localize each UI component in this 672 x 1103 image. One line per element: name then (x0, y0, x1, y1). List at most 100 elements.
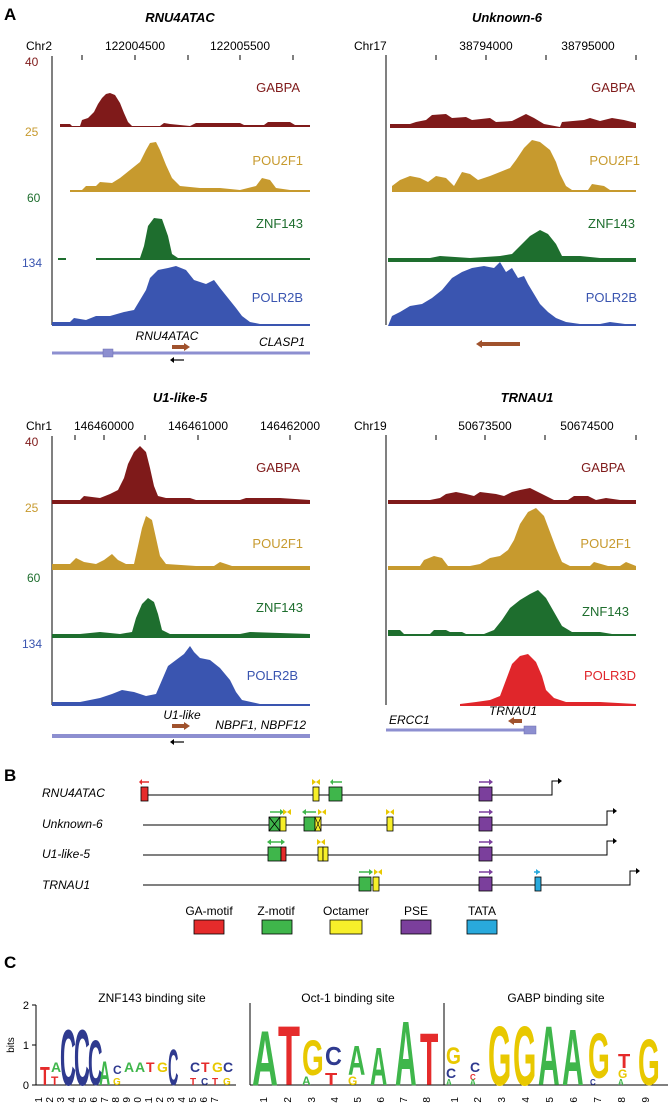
pou2f1-signal-track (392, 140, 636, 192)
svg-text:G: G (446, 1042, 461, 1070)
svg-text:C: C (201, 1077, 208, 1088)
track-label: POLR3D (584, 668, 636, 683)
position-label: 11 (144, 1097, 155, 1103)
svg-text:T: T (618, 1051, 630, 1073)
pou2f1-signal-track (388, 508, 636, 570)
pse-box (478, 876, 493, 892)
svg-text:T: T (325, 1070, 338, 1090)
coord-tick-label: 146462000 (260, 419, 320, 433)
scale-label: 40 (25, 55, 39, 69)
legend-label-z-motif: Z-motif (257, 904, 295, 918)
z-motif-box (328, 786, 343, 802)
coord-tick-label: 146461000 (168, 419, 228, 433)
coord-ticks (81, 55, 294, 60)
octamer-box (386, 816, 394, 832)
y-tick-label: 0 (23, 1080, 29, 1092)
chrom-label: Chr17 (354, 39, 387, 53)
exon-box (102, 348, 114, 358)
svg-text:G: G (488, 1010, 511, 1103)
svg-text:A: A (562, 1012, 584, 1102)
motif-orientation-arrows (139, 779, 540, 875)
svg-text:T: T (190, 1077, 196, 1088)
svg-text:T: T (146, 1059, 155, 1075)
svg-text:T: T (278, 1010, 300, 1103)
position-label: 3 (307, 1097, 318, 1103)
znf143-signal-track (52, 598, 310, 638)
gabpa-signal-track (52, 93, 310, 127)
position-label: 13 (166, 1097, 177, 1103)
legend-swatch-tata (466, 919, 498, 935)
polr2b-signal-track (52, 266, 310, 326)
svg-text:C: C (470, 1059, 480, 1075)
gene-label: U1-like (163, 708, 201, 722)
gene-label: RNU4ATAC (136, 329, 199, 343)
legend-swatch-ga-motif (193, 919, 225, 935)
position-label: 7 (399, 1097, 410, 1103)
svg-text:G: G (513, 1010, 536, 1103)
pou2f1-signal-track (52, 516, 310, 570)
coord-tick-label: 50673500 (458, 419, 512, 433)
position-label: 1 (34, 1097, 45, 1103)
position-label: 1 (259, 1097, 270, 1103)
position-label: 2 (45, 1097, 56, 1103)
gene-label: NBPF1, NBPF12 (215, 718, 306, 732)
sequence-logo-gabp: GABP binding site G C A C C A G G A A G … (443, 991, 668, 1103)
track-label: POLR2B (252, 290, 303, 305)
tss-arrowheads (558, 778, 640, 874)
gene-arrow-head (184, 722, 190, 730)
position-label: 7 (100, 1097, 111, 1103)
position-label: 5 (78, 1097, 89, 1103)
svg-text:A: A (370, 1036, 387, 1097)
svg-text:A: A (348, 1038, 365, 1085)
scale-label: 25 (25, 125, 39, 139)
scale-label: 25 (25, 501, 39, 515)
legend-swatch-octamer (329, 919, 363, 935)
svg-text:T: T (420, 1018, 438, 1101)
coord-tick-label: 50674500 (560, 419, 614, 433)
coord-tick-label: 146460000 (74, 419, 134, 433)
legend-label-ga-motif: GA-motif (185, 904, 233, 918)
svg-text:T: T (51, 1074, 59, 1088)
svg-text:C: C (325, 1043, 342, 1071)
locus-title: TRNAU1 (501, 390, 554, 405)
gene-arrow-head (508, 717, 514, 725)
track-label: GABPA (591, 80, 635, 95)
svg-text:C: C (223, 1059, 233, 1075)
svg-text:A: A (99, 1054, 110, 1093)
track-panel-u1-like-5: U1-like-5 Chr1 146460000 146461000 14646… (22, 390, 320, 745)
promoter-gene-label: RNU4ATAC (42, 786, 105, 800)
tss-arrow-head (170, 357, 174, 363)
svg-text:C: C (60, 1014, 76, 1103)
svg-text:A: A (124, 1059, 134, 1075)
svg-text:A: A (302, 1074, 311, 1088)
motif-legend: GA-motif Z-motif Octamer PSE TATA (185, 904, 498, 935)
logo-position-labels: 1 2 3 4 5 6 7 8 9 (450, 1097, 652, 1103)
svg-text:G: G (157, 1059, 168, 1075)
sequence-logo-oct-1: Oct-1 binding site A T G A C T A G A A T… (249, 991, 448, 1103)
chrom-label: Chr1 (26, 419, 52, 433)
y-tick-label: 2 (23, 1000, 29, 1012)
tata-box (534, 876, 542, 892)
polr3d-signal-track (460, 654, 636, 706)
pse-box (478, 816, 493, 832)
promoter-gene-label: U1-like-5 (42, 847, 90, 861)
svg-text:C: C (190, 1059, 200, 1075)
y-tick-label: 1 (23, 1040, 29, 1052)
logo-title: Oct-1 binding site (301, 991, 395, 1005)
position-label: 9 (641, 1097, 652, 1103)
position-label: 4 (330, 1097, 341, 1103)
track-label: POU2F1 (589, 153, 640, 168)
svg-text:C: C (168, 1039, 178, 1096)
position-label: 2 (473, 1097, 484, 1103)
z-motif-box (267, 846, 282, 862)
legend-label-octamer: Octamer (323, 904, 369, 918)
track-label: ZNF143 (256, 600, 303, 615)
legend-label-tata: TATA (468, 904, 496, 918)
gabpa-signal-track (388, 488, 636, 504)
track-label: ZNF143 (582, 604, 629, 619)
track-label: POU2F1 (580, 536, 631, 551)
z-motif-box (303, 816, 316, 832)
svg-text:C: C (113, 1063, 122, 1077)
promoter-lines (143, 780, 636, 886)
panel-label-b: B (4, 766, 16, 785)
